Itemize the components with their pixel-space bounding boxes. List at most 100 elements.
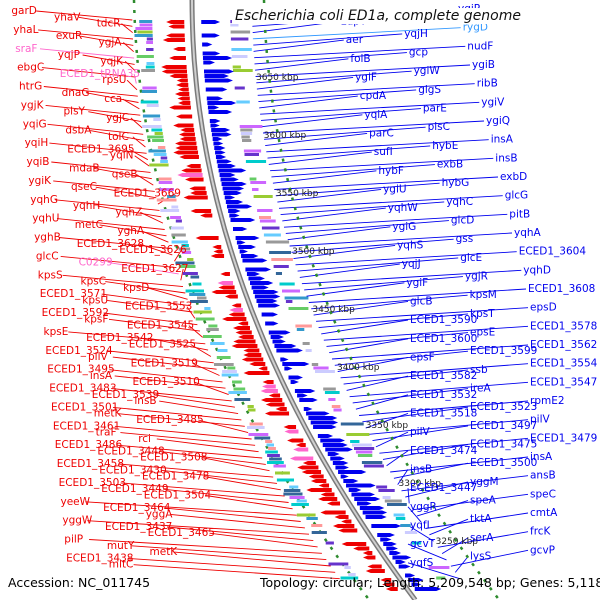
forward-gene-label[interactable]: epsD — [530, 302, 557, 314]
reverse-gene-label[interactable]: cca — [104, 93, 122, 105]
forward-gene-label[interactable]: hybG — [442, 177, 470, 189]
forward-gene-label[interactable]: ECED1_3532 — [410, 389, 477, 401]
reverse-gene-label[interactable]: rci — [138, 433, 151, 445]
reverse-gene-label[interactable]: ECED1_3627 — [121, 263, 188, 275]
forward-gene-label[interactable]: ygiF — [406, 277, 428, 289]
reverse-gene-label[interactable]: ECED1_3628 — [77, 238, 144, 250]
forward-gene-label[interactable]: ECED1_3547 — [530, 376, 597, 388]
reverse-gene-label[interactable]: sraF — [15, 43, 37, 55]
forward-gene-label[interactable]: nudF — [467, 40, 493, 52]
forward-gene-label[interactable]: yqhA — [514, 227, 542, 239]
forward-gene-label[interactable]: yqfS — [410, 557, 434, 569]
forward-gene-label[interactable]: frcK — [530, 526, 552, 538]
forward-gene-label[interactable]: yqhW — [388, 202, 419, 214]
forward-gene-label[interactable]: exbD — [500, 171, 527, 183]
forward-gene-label[interactable]: hybF — [378, 165, 404, 177]
forward-gene-label[interactable]: ECED1_3523 — [470, 401, 537, 413]
forward-gene-label[interactable]: ygiU — [383, 183, 406, 195]
reverse-gene-label[interactable]: tolC — [108, 131, 129, 143]
reverse-gene-label[interactable]: ECED1_3626 — [119, 244, 187, 256]
forward-gene-label[interactable]: ygiQ — [486, 115, 510, 127]
reverse-gene-label[interactable]: ECED1_3430 — [99, 464, 166, 476]
reverse-gene-label[interactable]: ECED1_3495 — [47, 364, 114, 376]
forward-gene-label[interactable]: insA — [530, 451, 553, 463]
reverse-gene-label[interactable]: metK — [94, 408, 123, 420]
reverse-gene-label[interactable]: ECED1_3542 — [86, 332, 153, 344]
forward-gene-label[interactable]: ECED1_3604 — [519, 246, 587, 258]
forward-gene-label[interactable]: ygiB — [472, 59, 495, 71]
reverse-gene-label[interactable]: kpsS — [38, 269, 63, 281]
reverse-gene-label[interactable]: ECED1_3539 — [92, 389, 159, 401]
reverse-gene-label[interactable]: ECED1_3553 — [125, 301, 192, 313]
reverse-gene-label[interactable]: ECED1_3519 — [131, 357, 198, 369]
forward-gene-label[interactable]: insB — [410, 463, 432, 475]
reverse-gene-label[interactable]: glcC — [36, 250, 59, 262]
forward-gene-label[interactable]: ssb — [470, 364, 488, 376]
reverse-gene-label[interactable]: yhaV — [54, 11, 81, 23]
reverse-gene-label[interactable]: yggA — [146, 508, 174, 520]
forward-gene-label[interactable]: glcG — [505, 190, 529, 202]
reverse-gene-label[interactable]: traF — [96, 427, 117, 439]
forward-gene-label[interactable]: yqjH — [404, 28, 428, 40]
reverse-gene-label[interactable]: ECED1_3485 — [136, 414, 203, 426]
reverse-gene-label[interactable]: ECED1_3458 — [57, 458, 124, 470]
reverse-gene-label[interactable]: ECED1_3525 — [129, 339, 196, 351]
forward-gene-label[interactable]: tktA — [470, 513, 492, 525]
reverse-gene-label[interactable]: insA — [90, 370, 113, 382]
forward-gene-label[interactable]: glcD — [451, 215, 474, 227]
reverse-gene-label[interactable]: yqiN — [110, 150, 134, 162]
forward-gene-label[interactable]: cpdA — [360, 90, 387, 102]
forward-gene-label[interactable]: ribB — [477, 78, 498, 90]
reverse-gene-label[interactable]: ECED1_3486 — [55, 439, 123, 451]
reverse-gene-label[interactable]: kpsE — [44, 326, 69, 338]
reverse-gene-label[interactable]: dnaG — [62, 87, 90, 99]
forward-gene-label[interactable]: cmtA — [530, 507, 558, 519]
forward-gene-label[interactable]: glcB — [410, 295, 433, 307]
forward-gene-label[interactable]: exbB — [437, 159, 463, 171]
reverse-gene-label[interactable]: qseB — [112, 169, 138, 181]
forward-gene-label[interactable]: serA — [470, 532, 494, 544]
forward-gene-label[interactable]: ygiF — [355, 71, 377, 83]
reverse-gene-label[interactable]: mltC — [109, 559, 134, 571]
forward-gene-label[interactable]: ECED1_3578 — [530, 320, 597, 332]
forward-gene-label[interactable]: ECED1_3447 — [410, 482, 477, 494]
reverse-gene-label[interactable]: ECED1_3437 — [105, 521, 172, 533]
reverse-gene-label[interactable]: yqhH — [73, 200, 100, 212]
reverse-gene-label[interactable]: garD — [11, 5, 37, 17]
forward-gene-label[interactable]: ECED1_3590 — [410, 314, 477, 326]
reverse-gene-label[interactable]: ECED1_3449 — [101, 483, 168, 495]
forward-gene-label[interactable]: ygjR — [465, 271, 488, 283]
forward-gene-label[interactable]: yqhD — [523, 264, 551, 276]
reverse-gene-label[interactable]: ECED1_3438 — [66, 552, 133, 564]
reverse-gene-label[interactable]: ECED1_3510 — [133, 376, 200, 388]
forward-gene-label[interactable]: yqiA — [364, 109, 388, 121]
forward-gene-label[interactable]: aer — [346, 34, 364, 46]
forward-gene-label[interactable]: yqhC — [446, 196, 473, 208]
forward-gene-label[interactable]: yqjJ — [402, 258, 421, 270]
reverse-gene-label[interactable]: metK — [150, 546, 179, 558]
forward-gene-label[interactable]: kpsM — [470, 289, 497, 301]
reverse-gene-label[interactable]: mdaB — [69, 162, 100, 174]
forward-gene-label[interactable]: ECED1_3562 — [530, 339, 597, 351]
reverse-gene-label[interactable]: rpsU — [102, 74, 126, 86]
forward-gene-label[interactable]: ECED1_3582 — [410, 370, 477, 382]
reverse-gene-label[interactable]: ECED1_3524 — [45, 345, 113, 357]
forward-gene-label[interactable]: gcp — [409, 47, 428, 59]
forward-gene-label[interactable]: ECED1_3474 — [410, 445, 478, 457]
forward-gene-label[interactable]: parC — [369, 127, 394, 139]
reverse-gene-label[interactable]: ECED1_3464 — [103, 502, 171, 514]
forward-gene-label[interactable]: folB — [350, 53, 370, 65]
reverse-gene-label[interactable]: ebgC — [17, 62, 44, 74]
reverse-gene-label[interactable]: ECED1_3504 — [144, 490, 212, 502]
reverse-gene-label[interactable]: ECED1_3465 — [148, 527, 215, 539]
reverse-gene-label[interactable]: kpsC — [81, 276, 107, 288]
reverse-gene-label[interactable]: yggW — [62, 515, 93, 527]
forward-gene-label[interactable]: ECED1_3608 — [528, 283, 595, 295]
forward-gene-label[interactable]: pitB — [509, 208, 530, 220]
forward-gene-label[interactable]: insA — [491, 134, 514, 146]
reverse-gene-label[interactable]: mutY — [107, 540, 135, 552]
forward-gene-label[interactable]: ECED1_3599 — [470, 345, 537, 357]
reverse-gene-label[interactable]: ygjC — [106, 112, 129, 124]
reverse-gene-label[interactable]: htrG — [19, 81, 42, 93]
reverse-gene-label[interactable]: pilP — [64, 534, 83, 546]
